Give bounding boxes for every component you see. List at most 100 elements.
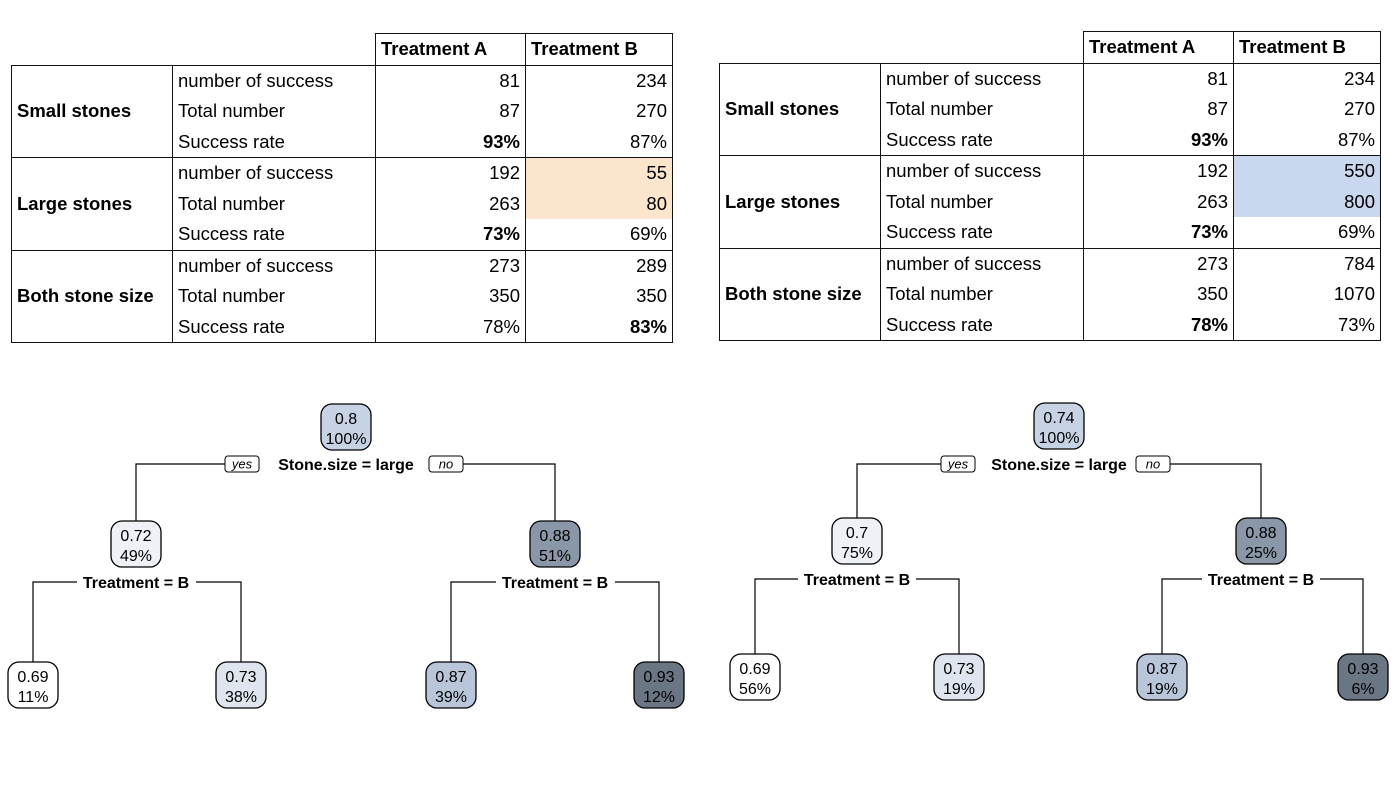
cell-b: 69% bbox=[525, 219, 673, 251]
node-box bbox=[1033, 402, 1085, 450]
tree-edge bbox=[1170, 463, 1262, 518]
tree-leaf-node: 0.93 12% bbox=[633, 661, 685, 709]
no-tag: no bbox=[428, 455, 464, 473]
metric-label: Total number bbox=[172, 188, 376, 219]
tree-node-small: 0.88 51% bbox=[529, 520, 581, 568]
node-percent: 19% bbox=[1146, 681, 1178, 698]
table-row: Success rate 78% 73% bbox=[720, 309, 1381, 341]
tree-edge bbox=[32, 581, 77, 662]
table-row: Both stone size number of success 273 28… bbox=[11, 249, 673, 343]
cell-a: 263 bbox=[375, 188, 526, 219]
tree-leaf-node: 0.69 56% bbox=[729, 653, 781, 701]
cell-a: 78% bbox=[1083, 309, 1234, 341]
tree-root-node: 0.8 100% bbox=[320, 403, 372, 451]
node-percent: 100% bbox=[326, 431, 367, 448]
metric-label: Success rate bbox=[172, 311, 376, 343]
group-label-large: Large stones bbox=[719, 155, 881, 249]
node-box bbox=[633, 661, 685, 709]
root-split-label: Stone.size = large bbox=[278, 457, 414, 474]
node-percent: 39% bbox=[435, 689, 467, 706]
tree-edge bbox=[1161, 578, 1202, 654]
metric-label: Success rate bbox=[880, 124, 1084, 156]
cell-a: 273 bbox=[1083, 247, 1234, 279]
cell-b: 69% bbox=[1233, 217, 1381, 249]
cell-a: 81 bbox=[375, 64, 526, 96]
cell-b: 270 bbox=[525, 96, 673, 127]
table-row: Total number 87 270 bbox=[12, 96, 673, 127]
cell-a: 87 bbox=[1083, 94, 1234, 125]
tree-edge bbox=[856, 463, 941, 518]
cell-b: 87% bbox=[1233, 124, 1381, 156]
metric-label: number of success bbox=[172, 64, 376, 96]
table-row: Small stones number of success 81 234 bbox=[719, 62, 1381, 156]
metric-label: Total number bbox=[880, 186, 1084, 217]
decision-tree-left: 0.8 100% yes Stone.size = large no 0.72 49% 0.8… bbox=[7, 403, 685, 709]
cell-b: 289 bbox=[525, 249, 673, 281]
cell-b-highlighted: 800 bbox=[1233, 186, 1381, 217]
contingency-table-left: Treatment A Treatment B Small stones num… bbox=[11, 33, 673, 343]
cell-a: 73% bbox=[1083, 217, 1234, 249]
node-box bbox=[110, 520, 162, 568]
tree-edge bbox=[754, 578, 798, 654]
svg-text:yes: yes bbox=[947, 457, 969, 472]
tree-edge bbox=[450, 581, 496, 662]
node-value: 0.72 bbox=[120, 528, 151, 545]
tree-edge bbox=[196, 581, 242, 662]
node-percent: 19% bbox=[943, 681, 975, 698]
group-label-both: Both stone size bbox=[719, 247, 881, 341]
tree-edge bbox=[615, 581, 660, 662]
node-percent: 11% bbox=[18, 689, 49, 706]
cell-a: 192 bbox=[1083, 155, 1234, 187]
header-treatment-b: Treatment B bbox=[525, 33, 673, 66]
no-tag: no bbox=[1135, 455, 1171, 473]
cell-b-highlighted: 55 bbox=[525, 157, 673, 189]
table-row: Success rate 73% 69% bbox=[720, 217, 1381, 249]
svg-text:no: no bbox=[1146, 457, 1160, 472]
table-row: Total number 263 800 bbox=[720, 186, 1381, 217]
cell-b: 234 bbox=[525, 64, 673, 96]
node-percent: 100% bbox=[1039, 430, 1080, 447]
node-box bbox=[425, 661, 477, 709]
node-value: 0.8 bbox=[335, 411, 357, 428]
node-percent: 56% bbox=[739, 681, 771, 698]
node-value: 0.88 bbox=[539, 528, 570, 545]
svg-text:no: no bbox=[439, 457, 453, 472]
cell-a: 263 bbox=[1083, 186, 1234, 217]
table-row: Success rate 93% 87% bbox=[12, 126, 673, 158]
tree-leaf-node: 0.69 11% bbox=[7, 661, 59, 709]
cell-a: 350 bbox=[375, 281, 526, 312]
table-row: Total number 350 1070 bbox=[720, 279, 1381, 310]
cell-a: 93% bbox=[375, 126, 526, 158]
cell-b: 350 bbox=[525, 281, 673, 312]
tree-edge bbox=[135, 463, 225, 521]
metric-label: Total number bbox=[880, 94, 1084, 125]
right-split-label: Treatment = B bbox=[1208, 572, 1314, 589]
metric-label: number of success bbox=[880, 155, 1084, 187]
cell-b: 73% bbox=[1233, 309, 1381, 341]
tree-node-small: 0.88 25% bbox=[1235, 517, 1287, 565]
metric-label: number of success bbox=[172, 249, 376, 281]
contingency-table-right: Treatment A Treatment B Small stones num… bbox=[719, 31, 1381, 341]
node-box bbox=[831, 517, 883, 565]
node-value: 0.93 bbox=[643, 669, 674, 686]
cell-b: 270 bbox=[1233, 94, 1381, 125]
metric-label: Total number bbox=[172, 96, 376, 127]
table-row: Large stones number of success 192 55 bbox=[11, 157, 673, 251]
table-row: Both stone size number of success 273 78… bbox=[719, 247, 1381, 341]
node-value: 0.73 bbox=[943, 661, 974, 678]
metric-label: number of success bbox=[880, 62, 1084, 94]
node-percent: 49% bbox=[120, 548, 152, 565]
tree-node-large: 0.775% bbox=[831, 517, 883, 565]
node-box bbox=[7, 661, 59, 709]
node-value: 0.87 bbox=[435, 669, 466, 686]
cell-a: 192 bbox=[375, 157, 526, 189]
node-percent: 25% bbox=[1245, 545, 1277, 562]
node-value: 0.74 bbox=[1043, 410, 1074, 427]
left-split-label: Treatment = B bbox=[83, 575, 189, 592]
header-treatment-a: Treatment A bbox=[375, 33, 526, 66]
metric-label: Total number bbox=[172, 281, 376, 312]
node-value: 0.69 bbox=[17, 669, 48, 686]
tree-edge bbox=[463, 463, 556, 521]
cell-b-highlighted: 550 bbox=[1233, 155, 1381, 187]
node-percent: 75% bbox=[841, 545, 873, 562]
